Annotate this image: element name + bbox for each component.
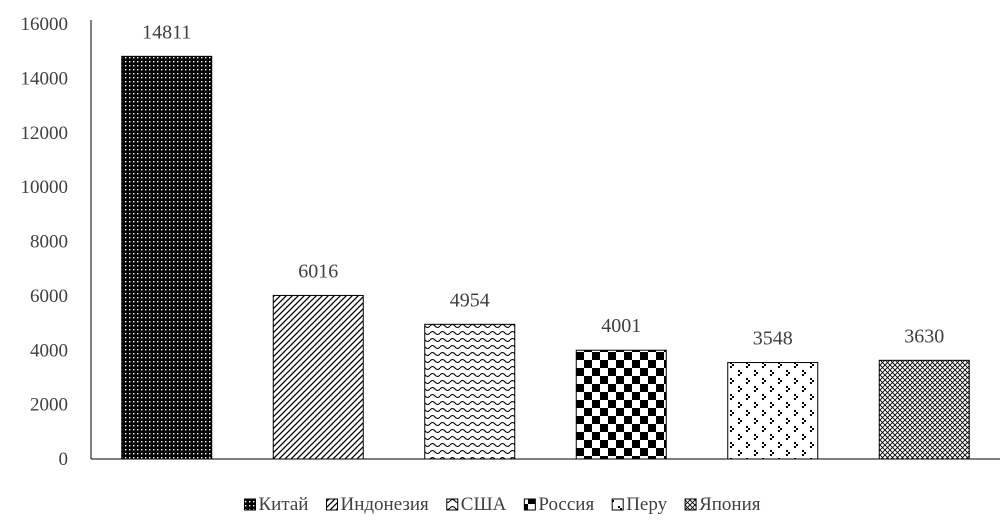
legend-label: Россия [538,494,594,515]
legend-swatch [611,498,624,511]
bar-6 [878,359,970,460]
y-tick-label: 2000 [30,395,68,416]
data-label: 14811 [142,21,191,43]
bar-1 [121,55,213,460]
y-tick-label: 16000 [21,14,69,35]
y-tick-label: 4000 [30,340,68,361]
legend-swatch [684,498,697,511]
legend-label: США [461,494,507,515]
legend-item: Китай [243,494,308,515]
y-tick-label: 10000 [21,177,69,198]
legend-label: Япония [699,494,761,515]
y-tick-label: 14000 [21,68,69,89]
legend-swatch [243,498,256,511]
y-tick-label: 6000 [30,286,68,307]
data-label: 6016 [298,260,338,282]
bar-4 [575,349,667,460]
legend-item: США [446,494,507,515]
bar-3 [424,323,516,460]
legend-swatch [325,498,338,511]
legend-label: Индонезия [340,494,429,515]
bar-2 [272,294,364,460]
y-tick-label: 12000 [21,123,69,144]
bar-5 [727,362,819,460]
legend-item: Индонезия [325,494,429,515]
legend-item: Россия [523,494,594,515]
legend-swatch [446,498,459,511]
data-label: 4954 [450,289,490,311]
legend-item: Перу [611,494,668,515]
data-label: 4001 [601,315,641,337]
legend-item: Япония [684,494,761,515]
data-label: 3548 [753,328,793,350]
y-tick-label: 0 [59,449,69,470]
legend-swatch [523,498,536,511]
legend-label: Перу [626,494,667,515]
y-tick-label: 8000 [30,232,68,253]
legend-label: Китай [258,494,308,515]
data-label: 3630 [904,325,944,347]
